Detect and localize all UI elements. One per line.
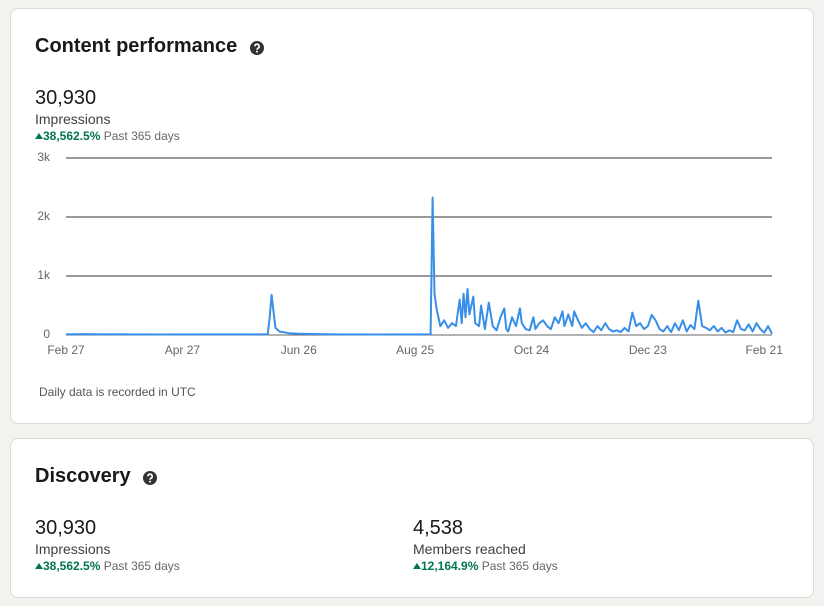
stat-value: 30,930: [35, 87, 97, 109]
title-row: Discovery: [35, 465, 158, 488]
x-tick-label: Apr 27: [165, 343, 201, 357]
period: Past 365 days: [481, 559, 558, 573]
x-tick-label: Aug 25: [396, 343, 434, 357]
change-value: 38,562.5%: [43, 559, 101, 573]
x-tick-label: Feb 27: [47, 343, 85, 357]
change-value: 12,164.9%: [421, 559, 479, 573]
help-icon[interactable]: [249, 40, 264, 55]
x-tick-label: Oct 24: [514, 343, 550, 357]
card-title: Discovery: [35, 465, 131, 487]
y-tick-label: 3k: [37, 150, 51, 164]
y-tick-label: 0: [43, 327, 50, 341]
up-icon: [413, 563, 421, 569]
discovery-card: Discovery 30,930 Impressions 38,562.5% P…: [10, 438, 814, 598]
stat-value: 30,930: [35, 517, 97, 539]
up-icon: [35, 563, 43, 569]
content-card: Content performance 30,930 Impressions 3…: [10, 8, 814, 424]
y-tick-label: 2k: [37, 209, 51, 223]
x-tick-label: Dec 23: [629, 343, 667, 357]
up-icon: [35, 133, 43, 139]
card-title: Content performance: [35, 35, 238, 57]
stat-change: 12,164.9% Past 365 days: [413, 559, 558, 573]
stat-change: 38,562.5% Past 365 days: [35, 129, 180, 143]
stat-label: Impressions: [35, 541, 111, 557]
stat-label: Impressions: [35, 111, 111, 127]
stat-change: 38,562.5% Past 365 days: [35, 559, 180, 573]
stat-label: Members reached: [413, 541, 526, 557]
x-tick-label: Feb 21: [746, 343, 784, 357]
change-value: 38,562.5%: [43, 129, 101, 143]
help-icon[interactable]: [143, 470, 158, 485]
period: Past 365 days: [103, 559, 180, 573]
title-row: Content performance: [35, 35, 264, 58]
chart: 0 1k 2k 3k Feb 27 Apr 27 Jun 26 Aug 25 Oct 24 Dec…: [37, 150, 784, 357]
x-tick-label: Jun 26: [281, 343, 317, 357]
note: Daily data is recorded in UTC: [39, 385, 196, 399]
impressions-line: [65, 196, 773, 336]
stat-value: 4,538: [413, 517, 464, 539]
y-tick-label: 1k: [37, 268, 51, 282]
period: Past 365 days: [103, 129, 180, 143]
